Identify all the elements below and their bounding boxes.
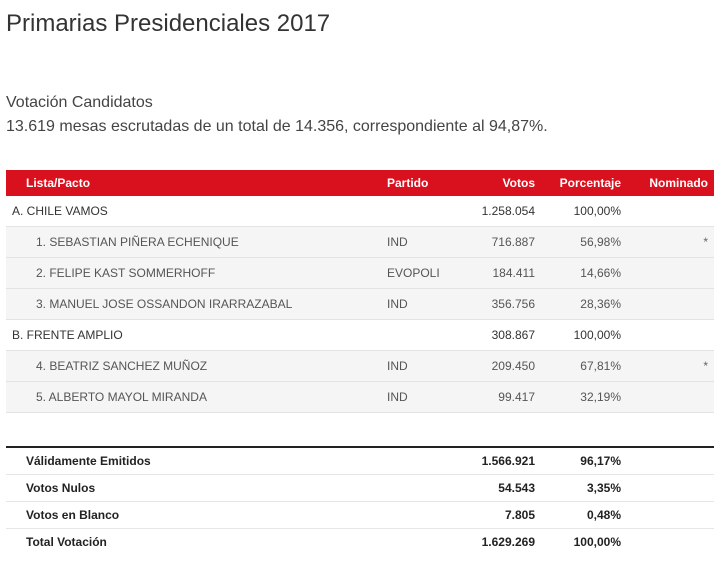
totals-row: Votos Nulos 54.543 3,35%: [6, 474, 714, 502]
totals-spacer: [387, 529, 471, 556]
table-row: B. FRENTE AMPLIO 308.867 100,00%: [6, 319, 714, 351]
row-percent: 32,19%: [543, 381, 631, 413]
totals-label: Válidamente Emitidos: [6, 447, 387, 475]
row-votes: 1.258.054: [471, 196, 543, 227]
header-nominated: Nominado: [649, 176, 708, 190]
totals-spacer: [631, 474, 714, 502]
totals-label: Votos Nulos: [6, 474, 387, 502]
row-votes: 209.450: [471, 350, 543, 382]
row-percent: 100,00%: [543, 196, 631, 227]
totals-spacer: [631, 447, 714, 475]
results-table: Lista/Pacto Partido Votos Porcentaje Nom…: [6, 170, 714, 413]
row-name: 1. SEBASTIAN PIÑERA ECHENIQUE: [6, 226, 387, 258]
row-name: A. CHILE VAMOS: [6, 196, 387, 227]
row-party: EVOPOLI: [387, 257, 471, 289]
header-votes: Votos: [502, 176, 535, 190]
totals-percent: 96,17%: [543, 447, 631, 475]
row-nominated: *: [631, 226, 714, 258]
totals-votes: 1.629.269: [481, 535, 535, 549]
row-party: IND: [387, 350, 471, 382]
header-party: Partido: [387, 176, 429, 190]
row-name: 4. BEATRIZ SANCHEZ MUÑOZ: [6, 350, 387, 382]
page-title: Primarias Presidenciales 2017: [6, 10, 331, 37]
row-nominated: [631, 319, 714, 351]
row-percent: 100,00%: [543, 319, 631, 351]
totals-row: Total Votación 1.629.269 100,00%: [6, 529, 714, 556]
table-row: 4. BEATRIZ SANCHEZ MUÑOZ IND 209.450 67,…: [6, 350, 714, 382]
row-votes: 99.417: [471, 381, 543, 413]
row-party: IND: [387, 288, 471, 320]
totals-votes: 54.543: [471, 474, 543, 502]
row-name: 5. ALBERTO MAYOL MIRANDA: [6, 381, 387, 413]
row-nominated: [631, 381, 714, 413]
row-nominated: [631, 288, 714, 320]
totals-percent: 100,00%: [573, 535, 621, 549]
row-percent: 67,81%: [543, 350, 631, 382]
totals-spacer: [387, 501, 471, 529]
row-votes: 716.887: [471, 226, 543, 258]
header-list: Lista/Pacto: [26, 176, 91, 190]
totals-spacer: [387, 447, 471, 475]
totals-votes: 1.566.921: [471, 447, 543, 475]
row-percent: 56,98%: [543, 226, 631, 258]
section-subtitle: Votación Candidatos: [6, 94, 153, 111]
row-party: [387, 319, 471, 351]
header-percent: Porcentaje: [559, 176, 621, 190]
totals-percent: 3,35%: [543, 474, 631, 502]
totals-label: Total Votación: [26, 535, 107, 549]
row-name: 2. FELIPE KAST SOMMERHOFF: [6, 257, 387, 289]
totals-row: Válidamente Emitidos 1.566.921 96,17%: [6, 447, 714, 475]
row-name: B. FRENTE AMPLIO: [6, 319, 387, 351]
table-row: 2. FELIPE KAST SOMMERHOFF EVOPOLI 184.41…: [6, 257, 714, 289]
table-row: 3. MANUEL JOSE OSSANDON IRARRAZABAL IND …: [6, 288, 714, 320]
row-party: IND: [387, 226, 471, 258]
totals-row: Votos en Blanco 7.805 0,48%: [6, 501, 714, 529]
row-party: [387, 196, 471, 227]
count-summary: 13.619 mesas escrutadas de un total de 1…: [6, 118, 548, 135]
row-nominated: *: [631, 350, 714, 382]
row-nominated: [631, 196, 714, 227]
totals-label: Votos en Blanco: [6, 501, 387, 529]
totals-table: Válidamente Emitidos 1.566.921 96,17% Vo…: [6, 446, 714, 555]
row-votes: 356.756: [471, 288, 543, 320]
row-party: IND: [387, 381, 471, 413]
row-votes: 184.411: [471, 257, 543, 289]
table-row: 5. ALBERTO MAYOL MIRANDA IND 99.417 32,1…: [6, 381, 714, 413]
row-percent: 14,66%: [543, 257, 631, 289]
row-votes: 308.867: [471, 319, 543, 351]
totals-votes: 7.805: [471, 501, 543, 529]
totals-percent: 0,48%: [543, 501, 631, 529]
row-nominated: [631, 257, 714, 289]
row-name: 3. MANUEL JOSE OSSANDON IRARRAZABAL: [6, 288, 387, 320]
totals-spacer: [631, 501, 714, 529]
table-row: A. CHILE VAMOS 1.258.054 100,00%: [6, 196, 714, 227]
totals-spacer: [387, 474, 471, 502]
row-percent: 28,36%: [543, 288, 631, 320]
totals-spacer: [631, 529, 714, 556]
table-row: 1. SEBASTIAN PIÑERA ECHENIQUE IND 716.88…: [6, 226, 714, 258]
table-header-row: Lista/Pacto Partido Votos Porcentaje Nom…: [6, 170, 714, 196]
